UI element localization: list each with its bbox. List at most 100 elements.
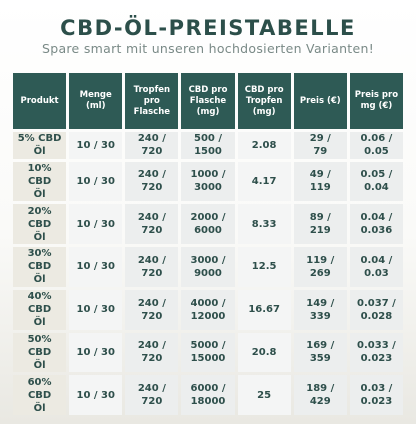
value-cell: 8.33 — [237, 204, 291, 244]
product-cell: 50% CBD Öl — [13, 332, 67, 373]
value-cell: 0.04 /0.036 — [349, 204, 403, 244]
cell-line: Flasche — [133, 106, 171, 117]
cell-line: 240 / — [137, 254, 166, 266]
value-cell: 500 /1500 — [181, 132, 235, 159]
value-cell: 10 / 30 — [69, 332, 123, 373]
cell-line: Öl — [33, 188, 46, 200]
cell-line: 18000 — [190, 396, 226, 408]
cell-line: Tropfen — [133, 84, 171, 95]
cell-line: 0.04 / — [360, 254, 393, 266]
value-cell: 0.06 /0.05 — [349, 132, 403, 159]
cell-line: 720 — [141, 146, 163, 158]
product-cell: 20% CBD Öl — [13, 204, 67, 244]
cell-line: 240 / — [137, 133, 166, 145]
value-cell: 2.08 — [237, 132, 291, 159]
cell-line: 720 — [141, 353, 163, 365]
column-header: Produkt — [13, 73, 67, 129]
cell-line: 219 — [309, 225, 331, 237]
value-cell: 20.8 — [237, 332, 291, 373]
table-row: 10% CBD Öl 10 / 30 240 /720 1000 /3000 4.17 49… — [13, 161, 403, 202]
table-row: 30% CBD Öl 10 / 30 240 /720 3000 /9000 12.5 11… — [13, 247, 403, 287]
cell-line: (ml) — [85, 101, 106, 111]
cell-line: 0.023 — [360, 353, 393, 365]
table-row: 60% CBD Öl 10 / 30 240 /720 6000 /18000 25 189… — [13, 375, 403, 415]
value-cell: 10 / 30 — [69, 161, 123, 202]
cell-line: Produkt — [20, 95, 59, 106]
page-subtitle: Spare smart mit unseren hochdosierten Va… — [41, 41, 375, 56]
cell-line: 50% CBD — [27, 333, 52, 358]
cell-line: 1000 / — [190, 169, 226, 181]
value-cell: 2000 /6000 — [181, 204, 235, 244]
product-cell: 10% CBD Öl — [13, 161, 67, 202]
value-cell: 0.05 /0.04 — [349, 161, 403, 202]
cell-line: Öl — [33, 359, 46, 371]
cell-line: 500 / — [193, 133, 222, 145]
cell-line: 720 — [141, 396, 163, 408]
column-header: Menge (ml) — [69, 73, 123, 129]
cell-line: 25 — [257, 389, 272, 401]
cell-line: 240 / — [137, 297, 166, 309]
cell-line: 10 / 30 — [76, 389, 115, 401]
cell-line: 119 / — [306, 254, 335, 266]
table-body: 5% CBD Öl 10 / 30 240 /720 500 /1500 2.08 29 /… — [13, 132, 403, 415]
cell-line: Öl — [33, 402, 46, 414]
cell-line: 5% CBD — [17, 133, 62, 145]
value-cell: 240 /720 — [125, 375, 179, 415]
value-cell: 189 /429 — [293, 375, 347, 415]
cell-line: 30% CBD — [27, 248, 52, 273]
cell-line: 10% CBD — [27, 162, 52, 187]
value-cell: 10 / 30 — [69, 247, 123, 287]
cell-line: Öl — [33, 317, 46, 329]
table-row: 50% CBD Öl 10 / 30 240 /720 5000 /15000 20.8 1… — [13, 332, 403, 373]
value-cell: 0.037 /0.028 — [349, 289, 403, 330]
value-cell: 119 /269 — [293, 247, 347, 287]
cell-line: 0.05 / — [360, 169, 393, 181]
value-cell: 4.17 — [237, 161, 291, 202]
cell-line: 10 / 30 — [76, 261, 115, 273]
value-cell: 1000 /3000 — [181, 161, 235, 202]
cell-line: Menge — [79, 90, 112, 100]
value-cell: 240 /720 — [125, 247, 179, 287]
value-cell: 25 — [237, 375, 291, 415]
cell-line: 9000 — [194, 267, 222, 279]
cell-line: 0.03 — [364, 267, 389, 279]
cell-line: 6000 / — [190, 383, 226, 395]
cell-line: 0.06 / — [360, 133, 393, 145]
value-cell: 240 /720 — [125, 332, 179, 373]
value-cell: 0.04 /0.03 — [349, 247, 403, 287]
cell-line: 2000 / — [190, 212, 226, 224]
cell-line: 89 / — [309, 212, 331, 224]
value-cell: 0.03 /0.023 — [349, 375, 403, 415]
value-cell: 240 /720 — [125, 132, 179, 159]
value-cell: 10 / 30 — [69, 289, 123, 330]
cell-line: 269 — [309, 267, 331, 279]
cell-line: 10 / 30 — [76, 175, 115, 187]
cell-line: 169 / — [306, 340, 335, 352]
cell-line: Öl — [33, 274, 46, 286]
product-cell: 30% CBD Öl — [13, 247, 67, 287]
value-cell: 240 /720 — [125, 204, 179, 244]
cell-line: 40% CBD — [27, 291, 52, 316]
cell-line: 0.036 — [360, 225, 393, 237]
value-cell: 240 /720 — [125, 161, 179, 202]
cell-line: 189 / — [306, 383, 335, 395]
cell-line: CBD pro — [188, 84, 228, 95]
product-cell: 40% CBD Öl — [13, 289, 67, 330]
cell-line: 720 — [141, 310, 163, 322]
cell-line: 240 / — [137, 340, 166, 352]
cell-line: Tropfen — [245, 95, 283, 106]
cell-line: 4.17 — [251, 175, 277, 187]
value-cell: 169 /359 — [293, 332, 347, 373]
cell-line: 0.04 / — [360, 212, 393, 224]
column-header: Preis (€) — [293, 73, 347, 129]
cell-line: 8.33 — [251, 218, 277, 230]
table-row: 40% CBD Öl 10 / 30 240 /720 4000 /12000 16.67… — [13, 289, 403, 330]
cell-line: 0.037 / — [357, 297, 396, 309]
value-cell: 0.033 /0.023 — [349, 332, 403, 373]
cell-line: 0.05 — [364, 146, 389, 158]
cell-line: Preis (€) — [299, 95, 341, 106]
cell-line: 12.5 — [251, 261, 277, 273]
cell-line: 3000 — [194, 182, 222, 194]
value-cell: 4000 /12000 — [181, 289, 235, 330]
